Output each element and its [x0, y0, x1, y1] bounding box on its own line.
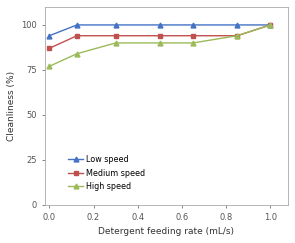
Medium speed: [191, 34, 195, 37]
Line: High speed: High speed: [47, 23, 273, 69]
High speed: [75, 52, 79, 55]
Low speed: [114, 24, 117, 26]
Low speed: [235, 24, 239, 26]
Legend: Low speed, Medium speed, High speed: Low speed, Medium speed, High speed: [68, 155, 145, 191]
Medium speed: [158, 34, 162, 37]
Medium speed: [47, 47, 51, 50]
High speed: [158, 42, 162, 44]
Medium speed: [269, 24, 272, 26]
X-axis label: Detergent feeding rate (mL/s): Detergent feeding rate (mL/s): [99, 227, 235, 236]
Low speed: [191, 24, 195, 26]
High speed: [47, 65, 51, 68]
Medium speed: [114, 34, 117, 37]
Medium speed: [75, 34, 79, 37]
Low speed: [75, 24, 79, 26]
Medium speed: [235, 34, 239, 37]
Low speed: [269, 24, 272, 26]
Low speed: [47, 34, 51, 37]
Line: Low speed: Low speed: [47, 23, 273, 38]
Y-axis label: Cleanliness (%): Cleanliness (%): [7, 71, 16, 141]
High speed: [191, 42, 195, 44]
High speed: [269, 24, 272, 26]
High speed: [114, 42, 117, 44]
Low speed: [158, 24, 162, 26]
High speed: [235, 34, 239, 37]
Line: Medium speed: Medium speed: [47, 23, 273, 51]
